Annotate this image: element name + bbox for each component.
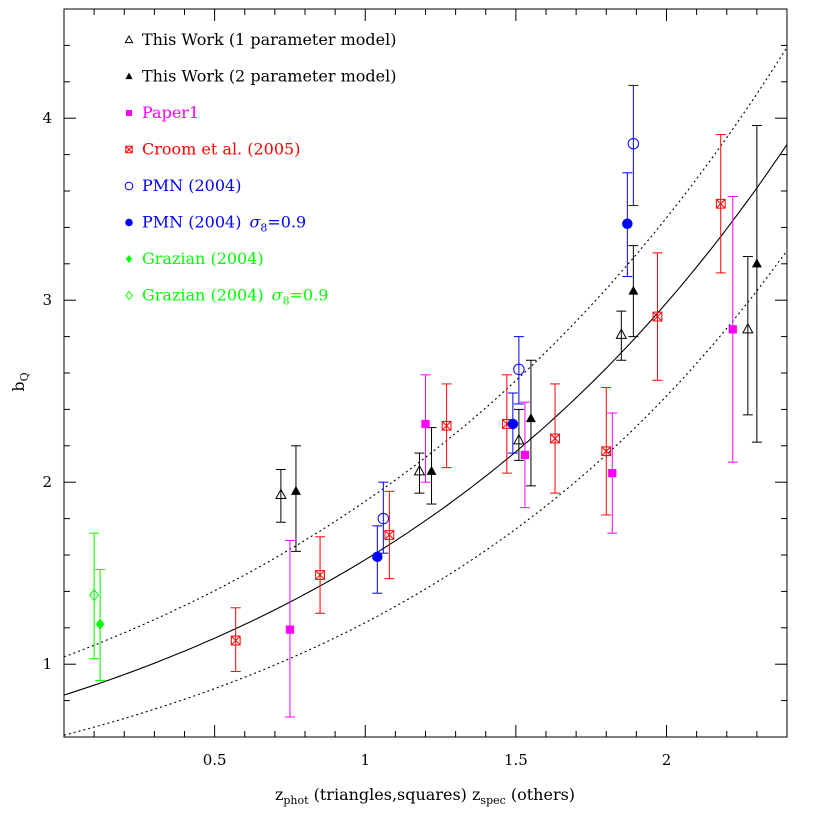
data-point-filled-square — [608, 468, 617, 478]
x-axis-label-sub1: phot — [283, 794, 309, 807]
x-tick-label: 2 — [662, 751, 672, 769]
legend-item: Grazian (2004) σ8=0.9 — [125, 286, 328, 308]
error-bar — [513, 336, 524, 405]
error-bar — [616, 310, 627, 361]
data-point-star — [550, 433, 560, 444]
data-point-star — [230, 635, 241, 646]
legend-label: PMN (2004) σ8=0.9 — [142, 213, 306, 235]
data-point-filled-triangle — [426, 465, 437, 475]
data-point-filled-square — [421, 419, 430, 429]
data-point-open-triangle — [413, 464, 426, 476]
legend-item: PMN (2004) σ8=0.9 — [125, 213, 306, 235]
data-point-filled-diamond — [95, 618, 105, 630]
data-point-star — [315, 570, 325, 580]
legend-marker — [125, 72, 133, 80]
legend-label: Grazian (2004) σ8=0.9 — [142, 286, 328, 308]
data-point-filled-circle — [507, 418, 519, 430]
legend-label: This Work (2 parameter model) — [142, 67, 396, 86]
data-markers — [89, 137, 762, 646]
data-point-open-circle — [377, 512, 390, 525]
error-bar — [230, 607, 241, 672]
data-point-filled-triangle — [291, 485, 301, 495]
data-point-open-circle — [513, 363, 525, 376]
error-bar — [290, 445, 301, 552]
dotted-curve-1 — [63, 47, 788, 658]
y-tick-label: 3 — [42, 291, 52, 309]
x-tick-label: 1 — [360, 751, 370, 769]
y-tick-label: 1 — [42, 655, 52, 673]
data-point-filled-triangle — [525, 413, 536, 423]
legend-item: This Work (1 parameter model) — [124, 30, 396, 49]
y-axis-label-main: b — [9, 381, 28, 391]
legend-marker — [124, 181, 134, 191]
x-axis-label-mid: (triangles,squares) z — [309, 785, 481, 804]
y-axis-label-sub: Q — [18, 372, 31, 381]
data-point-filled-square — [728, 325, 737, 334]
error-bar — [742, 256, 753, 416]
dotted-curve-2 — [63, 250, 788, 736]
error-bar — [751, 124, 762, 443]
data-point-star — [652, 311, 663, 322]
x-axis-label-main: z — [275, 785, 283, 804]
error-bar — [628, 84, 639, 207]
legend-item: Croom et al. (2005) — [125, 140, 300, 159]
legend-label: Paper1 — [142, 103, 199, 122]
data-point-filled-square — [520, 450, 530, 460]
y-tick-label: 4 — [42, 109, 52, 127]
legend-label: PMN (2004) — [142, 176, 241, 195]
legend-marker — [125, 218, 133, 227]
data-point-open-triangle — [513, 433, 525, 445]
legend-item: PMN (2004) — [124, 176, 241, 195]
legend-marker — [125, 145, 133, 154]
error-bar — [420, 374, 431, 483]
legend-marker — [125, 255, 133, 263]
error-bar — [89, 532, 100, 660]
legend-item: This Work (2 parameter model) — [125, 67, 396, 86]
data-point-star — [601, 446, 612, 457]
error-bar — [414, 452, 425, 494]
legend-marker — [124, 34, 134, 44]
legend-marker — [126, 110, 132, 116]
solid-curve-0 — [63, 144, 788, 696]
data-point-open-diamond — [89, 588, 100, 602]
legend-item: Grazian (2004) — [125, 249, 264, 268]
x-axis-label-tail: (others) — [506, 785, 575, 804]
x-tick-label: 1.5 — [504, 751, 528, 769]
data-point-open-triangle — [275, 488, 287, 500]
legend-label: Grazian (2004) — [142, 249, 264, 268]
data-point-filled-circle — [622, 218, 633, 229]
legend-label: Croom et al. (2005) — [142, 140, 300, 159]
x-tick-label: 0.5 — [203, 751, 227, 769]
legend-item: Paper1 — [126, 103, 199, 122]
error-bar — [525, 359, 536, 487]
legend-marker — [125, 290, 133, 301]
data-point-filled-triangle — [751, 258, 762, 268]
axis-ticks: 0.5 1 1.5 2 1 2 3 4 — [42, 8, 788, 769]
data-point-star — [441, 420, 452, 431]
data-point-open-triangle — [615, 328, 628, 339]
x-axis-label: zphot (triangles,squares) zspec (others) — [275, 785, 575, 807]
data-point-filled-triangle — [628, 285, 639, 295]
data-point-filled-circle — [372, 551, 383, 563]
data-point-star — [384, 530, 395, 540]
error-bar — [275, 468, 286, 523]
legend: This Work (1 parameter model) This Work (… — [124, 30, 396, 308]
data-point-filled-square — [285, 625, 295, 634]
data-point-star — [715, 198, 726, 209]
model-curves — [63, 47, 788, 736]
legend-label: This Work (1 parameter model) — [142, 30, 396, 49]
y-axis-label: bQ — [9, 372, 31, 391]
y-tick-label: 2 — [42, 473, 52, 491]
data-point-open-triangle — [742, 322, 754, 334]
data-point-open-circle — [627, 137, 640, 150]
x-axis-label-sub2: spec — [480, 794, 505, 807]
